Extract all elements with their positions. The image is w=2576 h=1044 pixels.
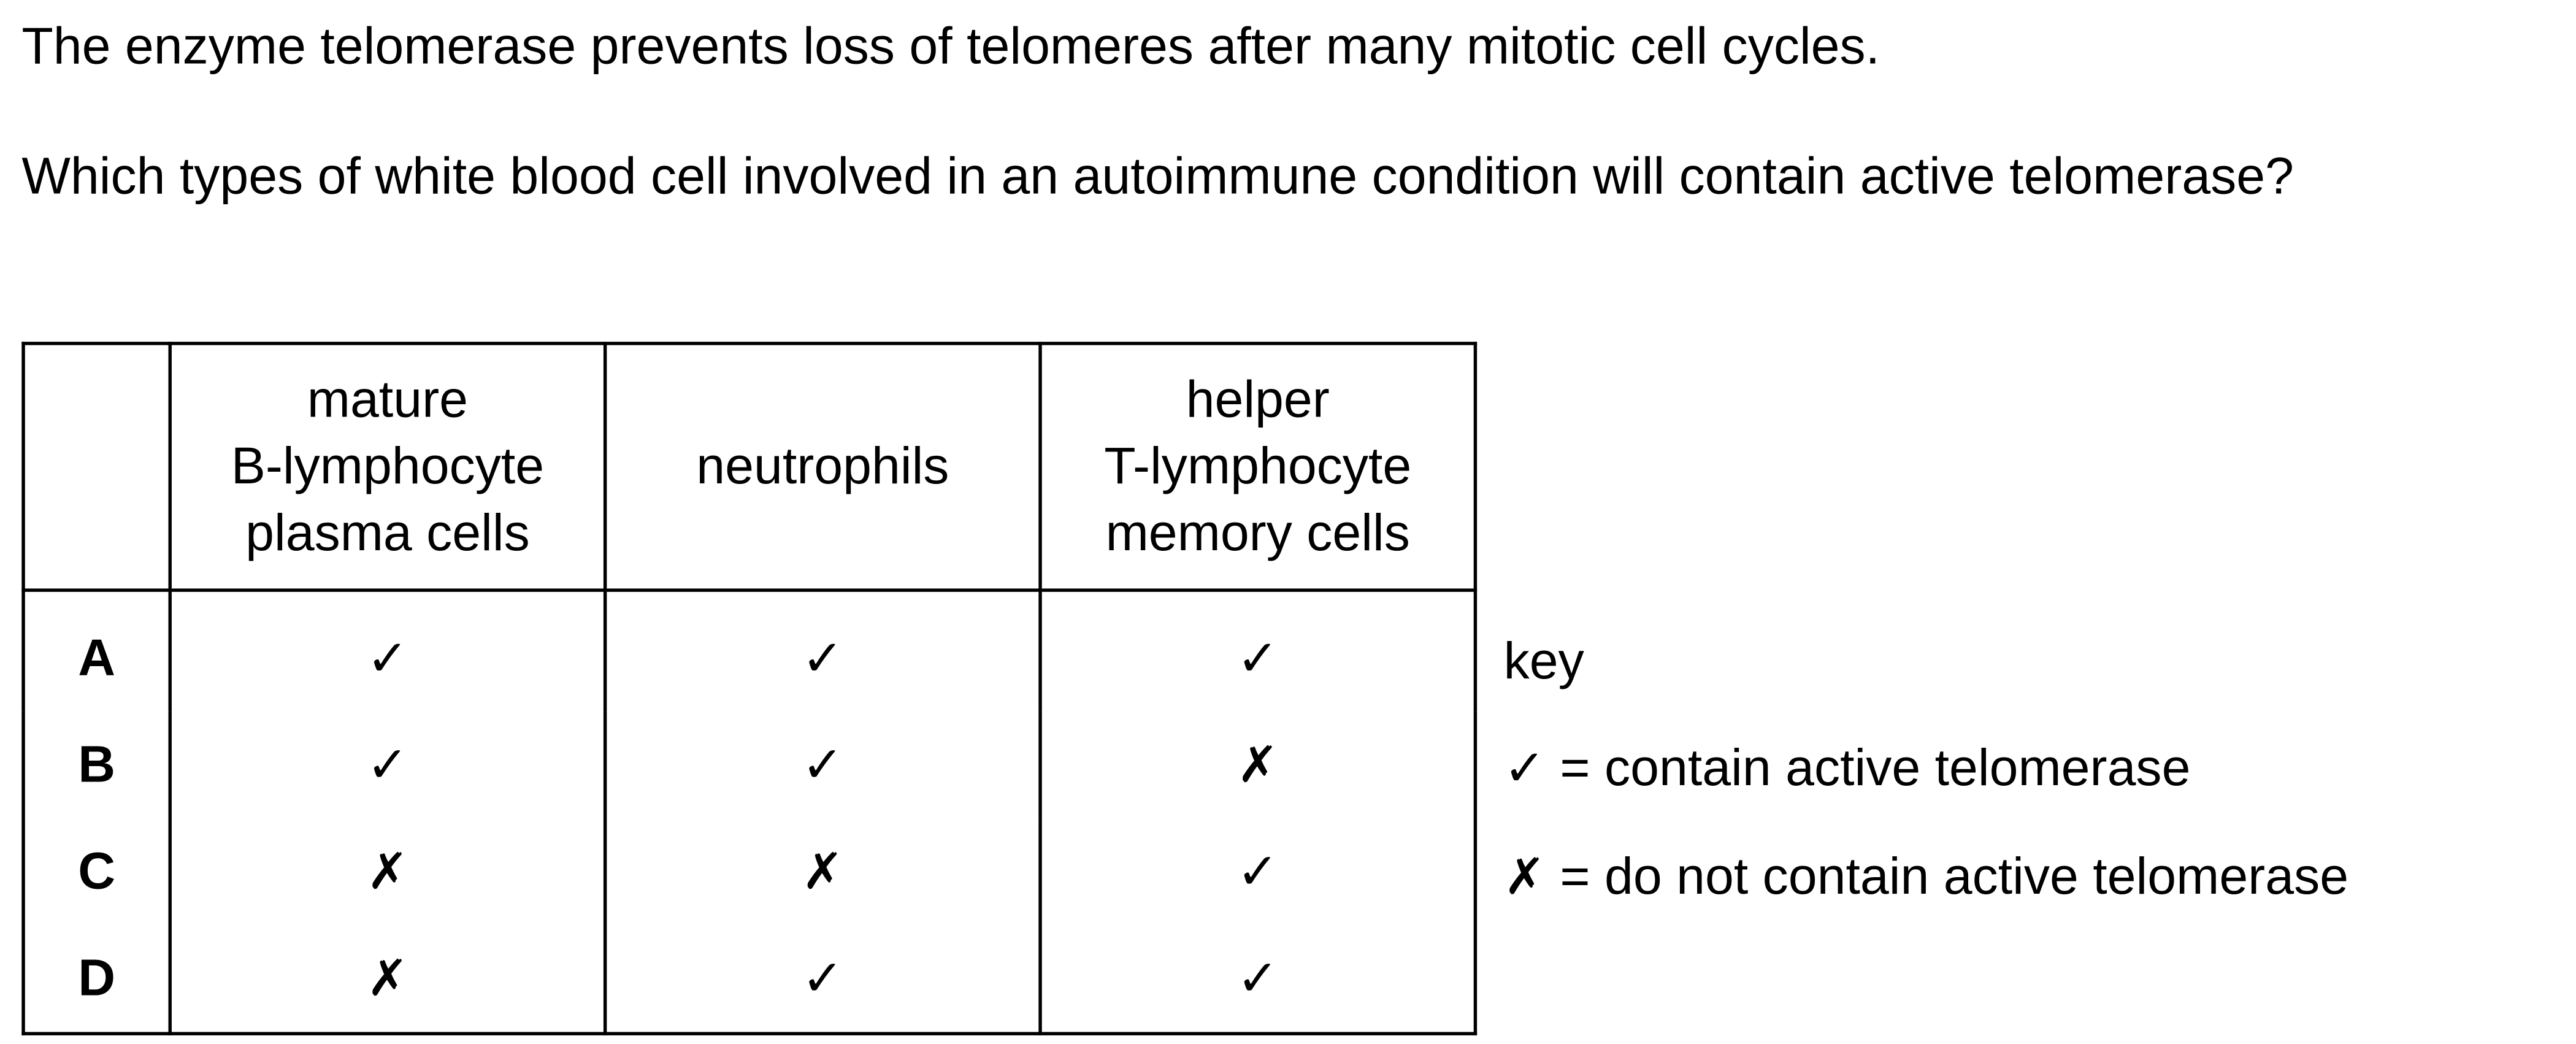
mark-cell: ✗ [168,925,607,1035]
mark-cell: ✓ [1038,588,1478,712]
table-row: D ✗ ✓ ✓ [21,925,1478,1035]
key-tick-meaning: = contain active telomerase [1545,739,2191,797]
cross-icon: ✗ [1503,848,1546,907]
header-t-lymphocyte: helper T-lymphocyte memory cells [1038,342,1478,592]
mark-cell: ✓ [603,712,1042,819]
option-letter: D [21,925,172,1035]
header-line: mature [307,370,469,429]
key-tick-entry: ✓ = contain active telomerase [1504,735,2191,804]
mark-cell: ✓ [603,925,1042,1035]
option-letter: B [21,712,172,819]
option-letter: A [21,588,172,712]
mark-cell: ✗ [1038,712,1478,819]
mark-cell: ✗ [603,818,1042,926]
header-neutrophils: neutrophils [603,342,1042,592]
intro-text: The enzyme telomerase prevents loss of t… [21,17,1880,75]
header-corner-cell [21,342,172,592]
key-cross-entry: ✗ = do not contain active telomerase [1504,843,2348,912]
header-line: helper [1186,370,1330,429]
mark-cell: ✓ [1038,925,1478,1035]
question-text: Which types of white blood cell involved… [21,147,2294,205]
key-cross-meaning: = do not contain active telomerase [1545,846,2349,905]
header-line: T-lymphocyte [1104,437,1412,496]
option-letter: C [21,818,172,926]
header-b-lymphocyte: mature B-lymphocyte plasma cells [168,342,607,592]
table-row: B ✓ ✓ ✗ [21,712,1478,819]
tick-icon: ✓ [1503,740,1546,799]
answer-options-table: mature B-lymphocyte plasma cells neutrop… [21,342,1478,1035]
table-row: A ✓ ✓ ✓ [21,588,1478,712]
mark-cell: ✓ [603,588,1042,712]
mark-cell: ✓ [1038,818,1478,926]
header-line: B-lymphocyte [231,437,545,496]
header-line: neutrophils [696,437,949,496]
table-header-row: mature B-lymphocyte plasma cells neutrop… [21,342,1478,592]
table-row: C ✗ ✗ ✓ [21,818,1478,926]
key-title: key [1503,632,1584,691]
header-line: memory cells [1105,503,1410,562]
mark-cell: ✗ [168,818,607,926]
mark-cell: ✓ [168,712,607,819]
header-line: plasma cells [245,503,530,562]
mark-cell: ✓ [168,588,607,712]
